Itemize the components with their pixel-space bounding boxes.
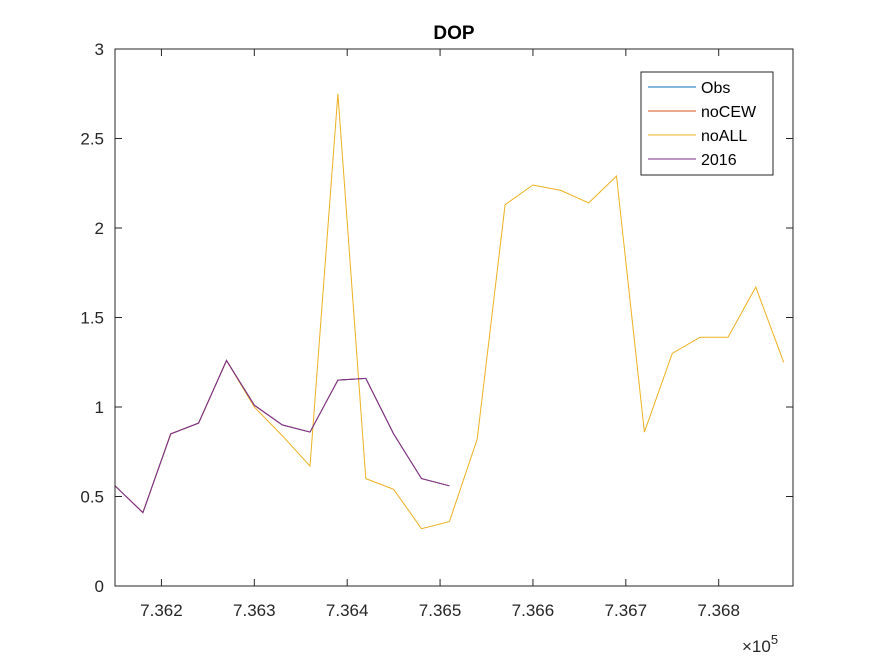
- y-tick-label: 0.5: [80, 488, 104, 507]
- legend: Obs noCEW noALL 2016: [640, 71, 774, 176]
- x-tick-label: 7.363: [233, 601, 276, 620]
- x-tick-label: 7.365: [419, 601, 462, 620]
- series-line-2016: [114, 359, 450, 514]
- legend-items: Obs noCEW noALL 2016: [648, 80, 757, 169]
- x-exponent-power: 5: [771, 632, 778, 647]
- y-tick-label: 2.5: [80, 130, 104, 149]
- x-tick-label: 7.367: [605, 601, 648, 620]
- y-tick-label: 3: [95, 40, 104, 59]
- y-axis-ticks: 0 0.5 1 1.5 2 2.5 3: [80, 40, 793, 596]
- y-tick-label: 2: [95, 219, 104, 238]
- legend-label-2016: 2016: [701, 152, 737, 169]
- x-tick-label: 7.366: [512, 601, 555, 620]
- legend-label-noall: noALL: [701, 128, 747, 145]
- x-tick-label: 7.368: [697, 601, 740, 620]
- legend-label-nocew: noCEW: [701, 104, 757, 121]
- legend-label-obs: Obs: [701, 80, 730, 97]
- chart-title: DOP: [433, 23, 475, 44]
- series-layer: [114, 93, 785, 530]
- x-tick-label: 7.362: [140, 601, 183, 620]
- y-tick-label: 0: [95, 577, 104, 596]
- legend-box: [640, 71, 774, 176]
- x-exponent-base: ×10: [742, 637, 771, 656]
- y-tick-label: 1.5: [80, 309, 104, 328]
- x-exponent-label: ×105: [742, 632, 778, 656]
- x-axis-ticks: 7.362 7.363 7.364 7.365 7.366 7.367 7.368: [140, 49, 740, 620]
- y-tick-label: 1: [95, 398, 104, 417]
- x-tick-label: 7.364: [326, 601, 369, 620]
